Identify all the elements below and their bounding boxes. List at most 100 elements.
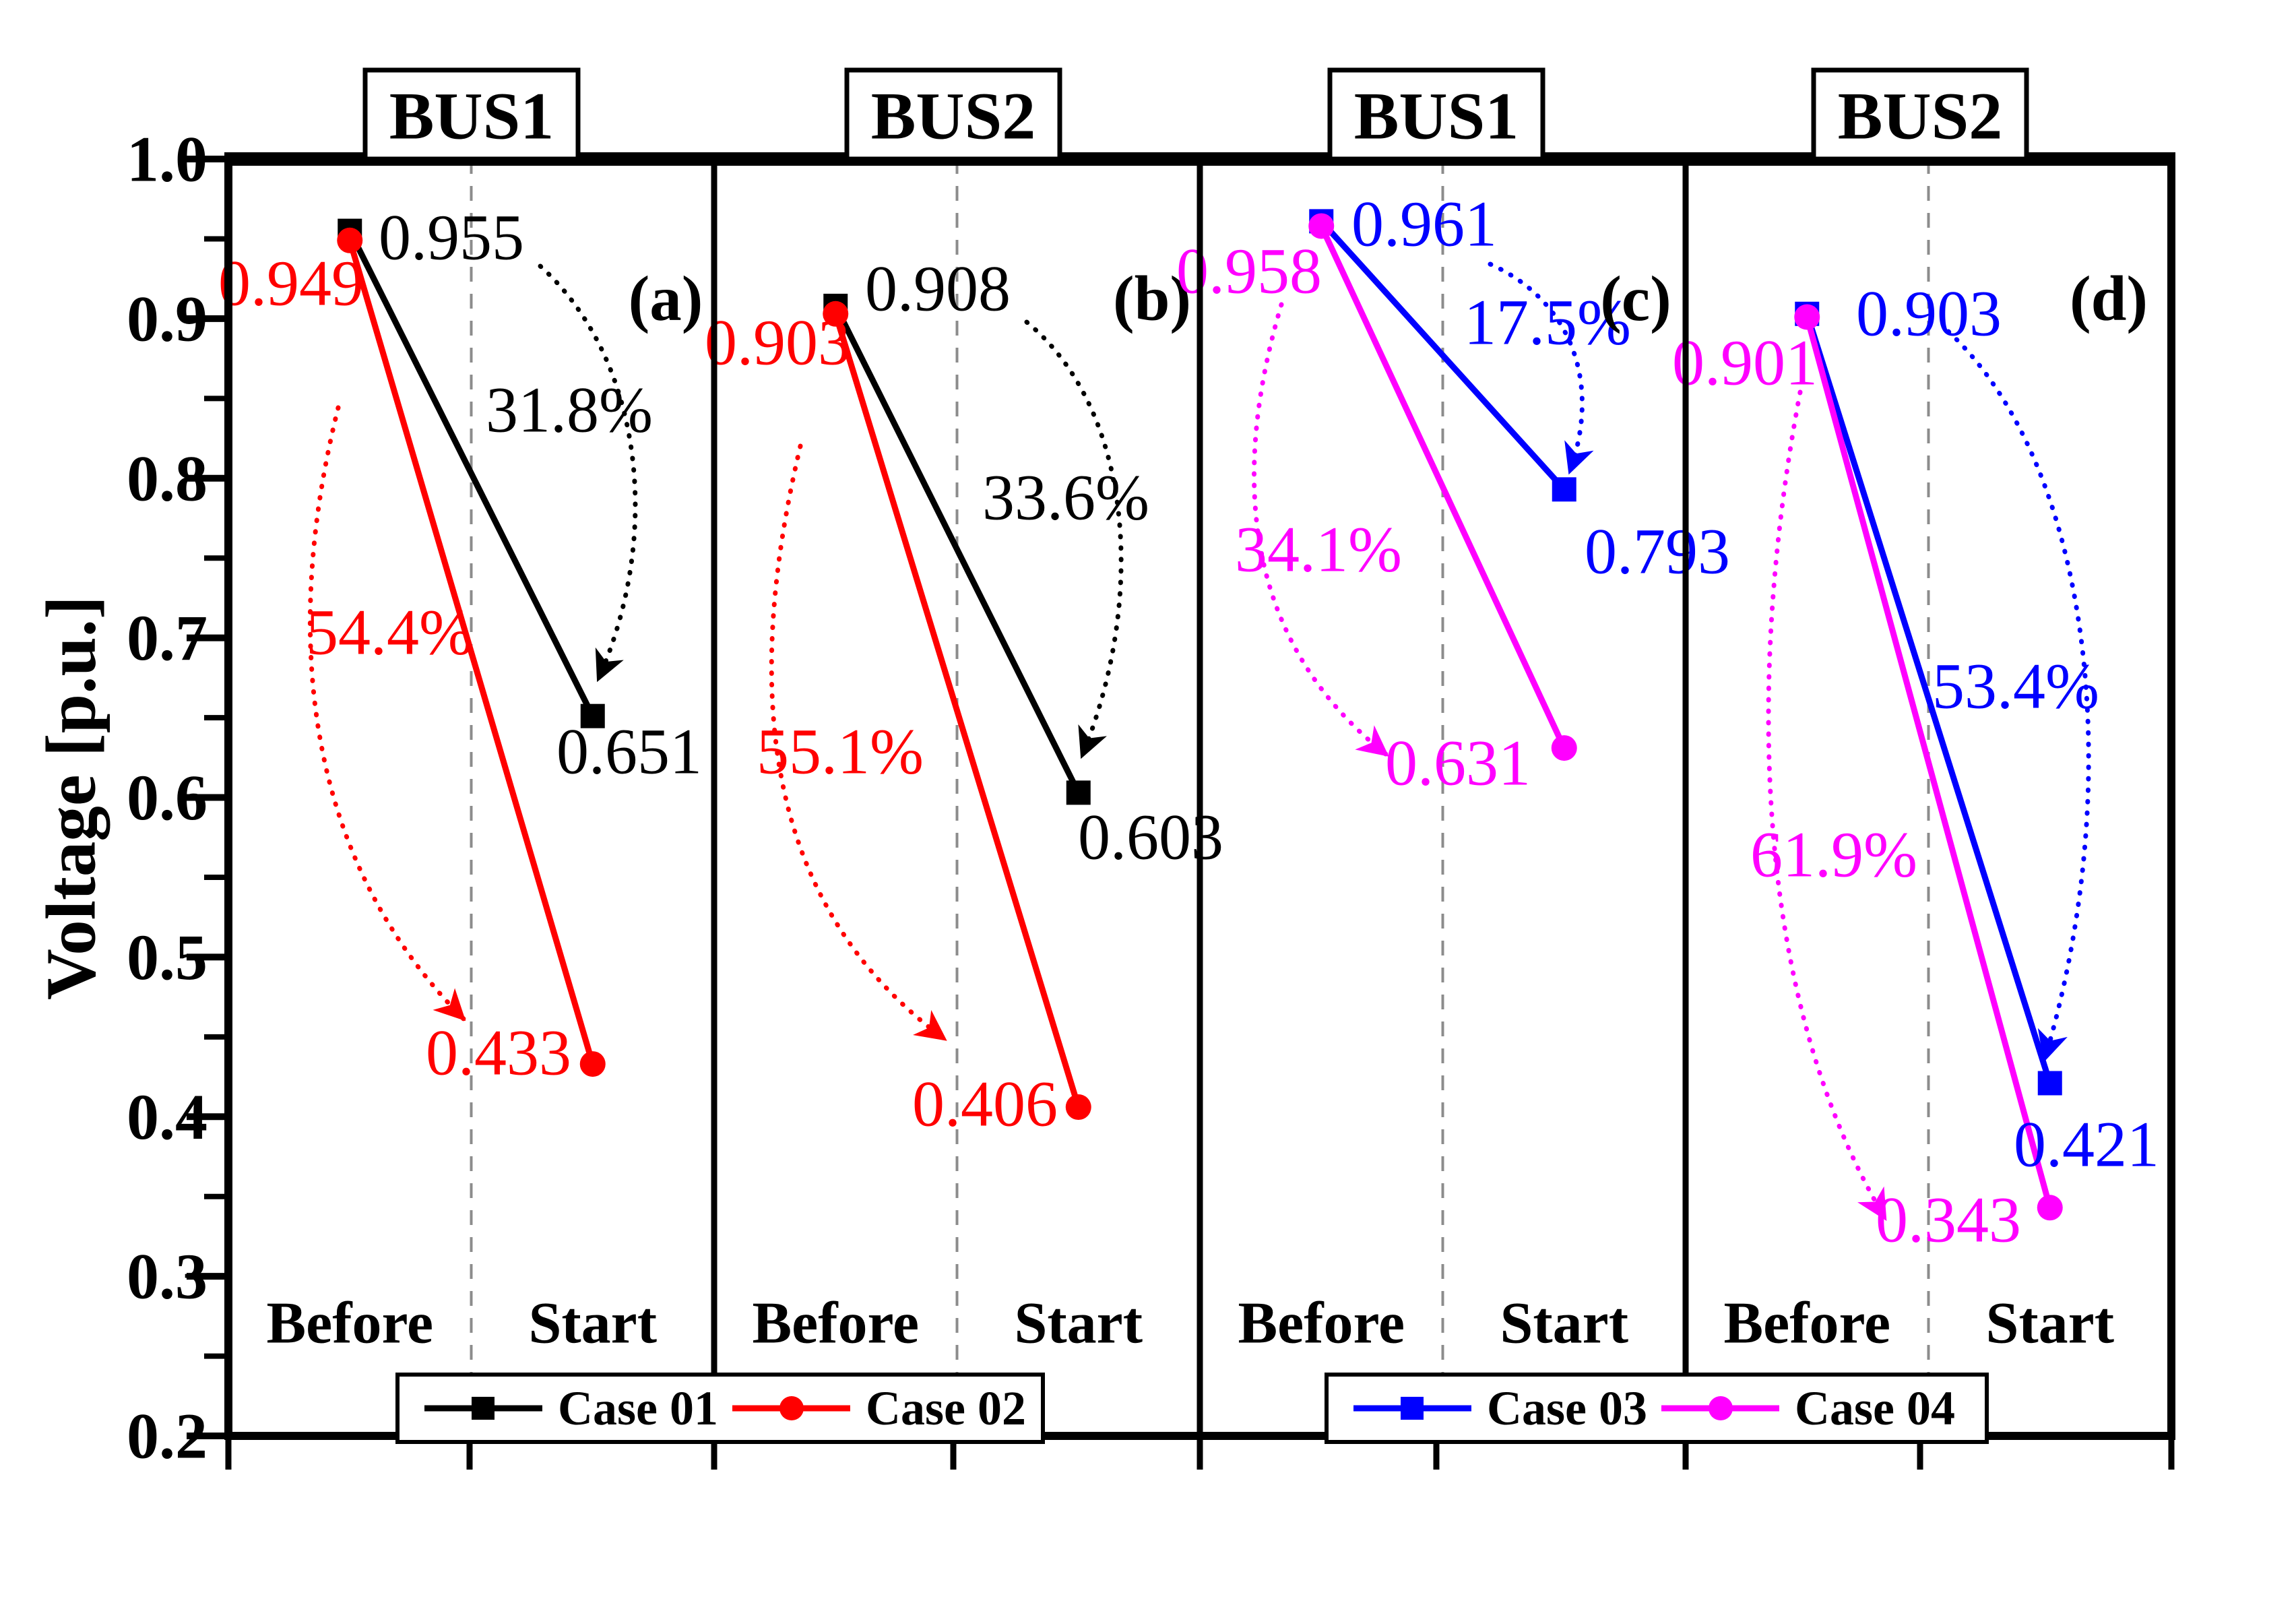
bus-label: BUS1 [389, 79, 554, 154]
y-tick-label: 0.9 [127, 282, 208, 354]
value-label: 0.903 [705, 307, 850, 379]
y-tick-label: 0.6 [127, 761, 208, 834]
bus-label: BUS1 [1354, 79, 1519, 154]
drop-percent-label: 61.9% [1750, 819, 1917, 891]
panel-d [1766, 301, 2091, 1221]
data-line [1318, 219, 1567, 492]
data-line [1804, 313, 2053, 1084]
circle-marker [1551, 735, 1577, 761]
data-line [347, 229, 596, 718]
circle-marker [1794, 304, 1820, 330]
panel-letter: (a) [629, 263, 703, 334]
panel-letter: (d) [2070, 263, 2148, 334]
value-label: 0.433 [426, 1017, 571, 1089]
drop-arrow-arc [1946, 329, 2091, 1063]
circle-marker [1065, 1094, 1091, 1121]
legend-square-marker [1401, 1397, 1424, 1420]
legend-item-label: Case 01 [558, 1381, 718, 1435]
series-case-04 [1252, 213, 1577, 761]
x-category-before: Before [1723, 1291, 1890, 1356]
drop-arrow-arc [538, 263, 638, 683]
value-label: 0.651 [556, 716, 702, 788]
circle-marker [2037, 1195, 2063, 1221]
square-marker [1066, 780, 1091, 805]
drop-percent-label: 31.8% [486, 374, 653, 446]
square-marker [2037, 1071, 2062, 1096]
value-label: 0.955 [379, 201, 524, 274]
legend-square-marker [472, 1397, 495, 1420]
bus-header-box [362, 67, 581, 162]
square-marker [1552, 477, 1576, 502]
x-category-start: Start [1014, 1291, 1143, 1356]
bus-header-box [844, 67, 1062, 162]
y-tick-label: 1.0 [127, 123, 208, 195]
y-axis-title: Voltage [p.u.] [32, 596, 110, 1000]
y-tick-label: 0.8 [127, 442, 208, 514]
bus-header-box [1811, 67, 2029, 162]
circle-marker [579, 1051, 606, 1077]
drop-percent-label: 54.4% [306, 596, 473, 668]
drop-percent-label: 17.5% [1464, 286, 1631, 358]
drop-arrow-arc [1488, 261, 1594, 475]
panel-letter: (b) [1113, 263, 1191, 334]
legend-item-label: Case 02 [866, 1381, 1026, 1435]
value-label: 0.903 [1856, 278, 2002, 350]
legend-item-label: Case 03 [1487, 1381, 1647, 1435]
panel-letter: (c) [1600, 263, 1671, 334]
panel-separators [470, 159, 1930, 1436]
drop-arrow-arc [769, 443, 947, 1042]
circle-marker [337, 227, 363, 253]
series-case-04 [1766, 304, 2063, 1221]
x-category-start: Start [1985, 1291, 2114, 1356]
drop-arrow-arc [1766, 389, 1888, 1221]
circle-marker [1308, 213, 1335, 239]
y-tick-label: 0.4 [127, 1081, 208, 1153]
bus-label: BUS2 [871, 79, 1036, 154]
value-label: 0.793 [1585, 515, 1730, 588]
value-label: 0.406 [912, 1068, 1058, 1140]
bus-label: BUS2 [1838, 79, 2003, 154]
drop-arrow-arc [307, 405, 466, 1021]
bus-box-border [362, 67, 581, 162]
bus-box-border [1811, 67, 2029, 162]
bus-box-border [844, 67, 1062, 162]
series-case-02 [769, 301, 1091, 1121]
bus-box-border [1327, 67, 1545, 162]
drop-arrow-arc [1024, 319, 1124, 759]
y-tick-label: 0.3 [127, 1240, 208, 1313]
data-line [1318, 224, 1567, 749]
data-line [832, 313, 1082, 1108]
y-tick-label: 0.5 [127, 921, 208, 993]
value-label: 0.631 [1385, 727, 1531, 799]
y-tick-label: 0.2 [127, 1400, 208, 1472]
x-category-before: Before [266, 1291, 433, 1356]
panel-b [769, 293, 1124, 1121]
drop-percent-label: 53.4% [1932, 650, 2099, 722]
value-label: 0.961 [1351, 188, 1497, 260]
x-category-start: Start [1500, 1291, 1628, 1356]
data-line [833, 304, 1081, 794]
legend-1 [395, 1373, 1045, 1444]
series-case-02 [307, 227, 606, 1077]
legend-item-label: Case 04 [1795, 1381, 1955, 1435]
x-category-before: Before [752, 1291, 919, 1356]
y-tick-label: 0.7 [127, 602, 208, 674]
legend-circle-marker [779, 1396, 804, 1420]
data-line [346, 239, 596, 1065]
legend-2 [1325, 1373, 1989, 1444]
drop-percent-label: 34.1% [1235, 513, 1402, 586]
value-label: 0.901 [1672, 327, 1818, 399]
value-label: 0.908 [865, 253, 1011, 325]
y-axis [187, 156, 2175, 1470]
circle-marker [823, 301, 849, 327]
panel-a [307, 218, 638, 1077]
square-marker [580, 703, 605, 728]
value-label: 0.949 [218, 247, 364, 319]
bus-header-box [1327, 67, 1545, 162]
drop-percent-label: 33.6% [982, 462, 1149, 534]
data-line [1804, 316, 2053, 1209]
panel-c [1252, 209, 1594, 761]
drop-percent-label: 55.1% [757, 716, 924, 788]
